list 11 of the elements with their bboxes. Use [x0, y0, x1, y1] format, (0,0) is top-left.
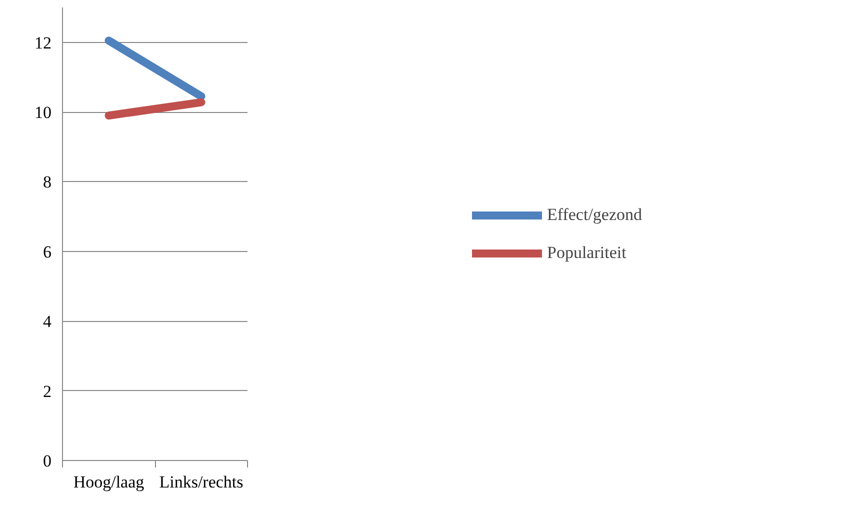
- legend-label: Populariteit: [546, 242, 626, 262]
- legend-label: Effect/gezond: [546, 204, 642, 224]
- y-tick-label: 12: [34, 33, 52, 52]
- y-tick-label: 8: [43, 172, 52, 192]
- x-tick-label: Hoog/laag: [73, 472, 145, 492]
- y-tick-label: 2: [43, 382, 52, 401]
- y-tick-label: 6: [43, 242, 52, 262]
- y-tick-label: 10: [34, 103, 52, 122]
- x-tick-label: Links/rechts: [159, 472, 244, 492]
- y-tick-label: 0: [43, 452, 52, 470]
- y-tick-label: 4: [43, 312, 52, 332]
